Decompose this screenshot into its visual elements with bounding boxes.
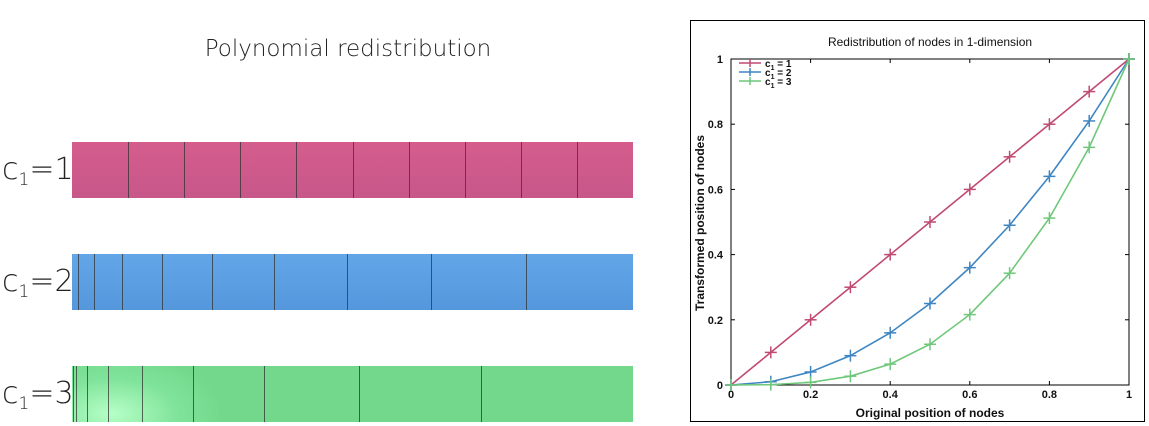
node-bar-c1-2	[72, 254, 633, 310]
y-tick-label: 0.6	[708, 184, 723, 196]
node-divider	[107, 366, 109, 422]
node-divider	[161, 254, 163, 310]
x-axis-label: Original position of nodes	[856, 406, 1005, 420]
node-divider	[359, 366, 361, 422]
chart-panel: 0 0.2 0.4 0.6 0.8 1 0 0.2 0.4 0.6 0.8 1 Redistributi…	[690, 20, 1145, 422]
node-divider	[464, 142, 466, 198]
y-axis-label: Transformed position of nodes	[693, 135, 707, 311]
node-divider	[87, 366, 89, 422]
node-divider	[352, 142, 354, 198]
node-divider	[273, 254, 275, 310]
y-tick-label: 0.8	[708, 119, 723, 131]
bar-label-subscript: 1	[18, 170, 30, 190]
x-tick-label: 0	[728, 389, 734, 401]
node-divider	[193, 366, 195, 422]
bar-label-value: =1	[29, 152, 74, 187]
node-divider	[480, 366, 482, 422]
left-panel-title: Polynomial redistribution	[204, 36, 492, 62]
node-divider	[142, 366, 144, 422]
node-divider	[296, 142, 298, 198]
node-divider	[94, 254, 96, 310]
node-bar-c1-3	[72, 366, 633, 422]
line-chart: 0 0.2 0.4 0.6 0.8 1 0 0.2 0.4 0.6 0.8 1 Redistributi…	[693, 35, 1135, 420]
node-divider	[76, 366, 78, 422]
y-tick-label: 1	[717, 54, 723, 66]
legend-label-3: c1 = 3	[765, 77, 792, 90]
node-divider	[576, 142, 578, 198]
node-divider	[72, 366, 74, 422]
node-divider	[77, 254, 79, 310]
bar-label-prefix: c	[2, 376, 19, 411]
x-tick-label: 1	[1126, 389, 1132, 401]
bar-label-subscript: 1	[18, 394, 30, 414]
y-tick-label: 0.4	[708, 250, 724, 262]
node-divider	[122, 254, 124, 310]
node-divider	[184, 142, 186, 198]
plot-area-frame	[730, 58, 1130, 386]
bar-label-c1-3: c1=3	[2, 376, 74, 413]
x-tick-label: 0.2	[803, 389, 818, 401]
node-divider	[212, 254, 214, 310]
node-divider	[520, 142, 522, 198]
bar-label-c1-1: c1=1	[2, 152, 74, 189]
bar-label-value: =3	[29, 376, 74, 411]
bar-label-c1-2: c1=2	[2, 264, 74, 301]
node-divider	[346, 254, 348, 310]
x-tick-label: 0.4	[883, 389, 899, 401]
legend-label-2: c1 = 2	[765, 68, 792, 81]
x-tick-label: 0.6	[962, 389, 977, 401]
bar-label-prefix: c	[2, 152, 19, 187]
bar-label-value: =2	[29, 264, 74, 299]
bar-label-prefix: c	[2, 264, 19, 299]
node-divider	[431, 254, 433, 310]
x-tick-label: 0.8	[1042, 389, 1057, 401]
node-divider	[264, 366, 266, 422]
bar-label-subscript: 1	[18, 282, 30, 302]
legend-label-1: c1 = 1	[765, 59, 792, 72]
y-tick-label: 0	[717, 380, 723, 392]
node-divider	[526, 254, 528, 310]
y-tick-label: 0.2	[708, 315, 723, 327]
node-bar-c1-1	[72, 142, 633, 198]
node-divider	[240, 142, 242, 198]
node-divider	[408, 142, 410, 198]
chart-title: Redistribution of nodes in 1-dimension	[828, 35, 1032, 49]
node-divider	[128, 142, 130, 198]
